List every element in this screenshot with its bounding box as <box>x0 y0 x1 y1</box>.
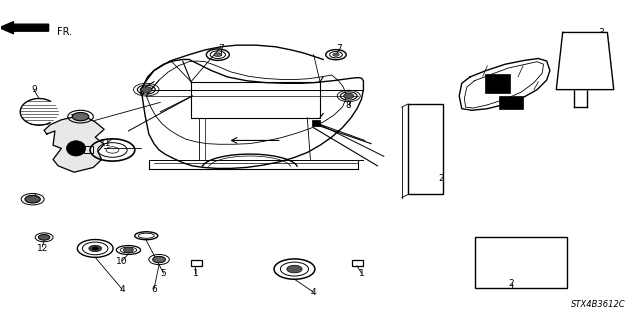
Text: FR.: FR. <box>57 27 72 37</box>
Text: 7: 7 <box>218 44 224 53</box>
Text: STX4B3612C: STX4B3612C <box>570 300 625 309</box>
Text: 1: 1 <box>193 269 198 278</box>
Circle shape <box>25 196 40 203</box>
Text: 4: 4 <box>119 285 125 294</box>
Bar <box>408 104 444 195</box>
Circle shape <box>287 265 302 273</box>
Bar <box>499 96 523 109</box>
Circle shape <box>344 93 354 99</box>
Text: 8: 8 <box>138 88 144 97</box>
Text: 5: 5 <box>161 269 166 278</box>
Circle shape <box>214 53 221 56</box>
Text: 4: 4 <box>311 288 316 297</box>
Circle shape <box>89 245 102 252</box>
Text: 13: 13 <box>27 196 38 205</box>
Text: 1: 1 <box>358 269 364 278</box>
Text: 13: 13 <box>70 114 82 123</box>
Bar <box>474 237 567 288</box>
Text: 12: 12 <box>36 244 48 253</box>
Circle shape <box>92 247 99 250</box>
Text: 2: 2 <box>438 174 444 183</box>
Text: 6: 6 <box>151 285 157 294</box>
Text: 2: 2 <box>509 279 515 288</box>
Ellipse shape <box>67 141 86 156</box>
Bar <box>191 260 202 266</box>
Bar <box>352 260 364 266</box>
FancyArrow shape <box>0 22 49 34</box>
Bar <box>312 121 320 126</box>
Polygon shape <box>556 33 614 90</box>
Bar <box>84 146 93 153</box>
Text: 8: 8 <box>346 101 351 110</box>
Circle shape <box>72 113 89 121</box>
Text: 10: 10 <box>116 257 128 266</box>
Circle shape <box>333 53 339 56</box>
Polygon shape <box>44 115 104 172</box>
Bar <box>484 74 510 93</box>
Text: 9: 9 <box>31 85 36 94</box>
Text: 7: 7 <box>336 44 342 53</box>
Circle shape <box>124 248 134 253</box>
Circle shape <box>153 256 166 263</box>
Circle shape <box>38 234 50 240</box>
Text: 11: 11 <box>100 139 112 148</box>
Text: 3: 3 <box>598 28 604 37</box>
Circle shape <box>141 87 152 93</box>
